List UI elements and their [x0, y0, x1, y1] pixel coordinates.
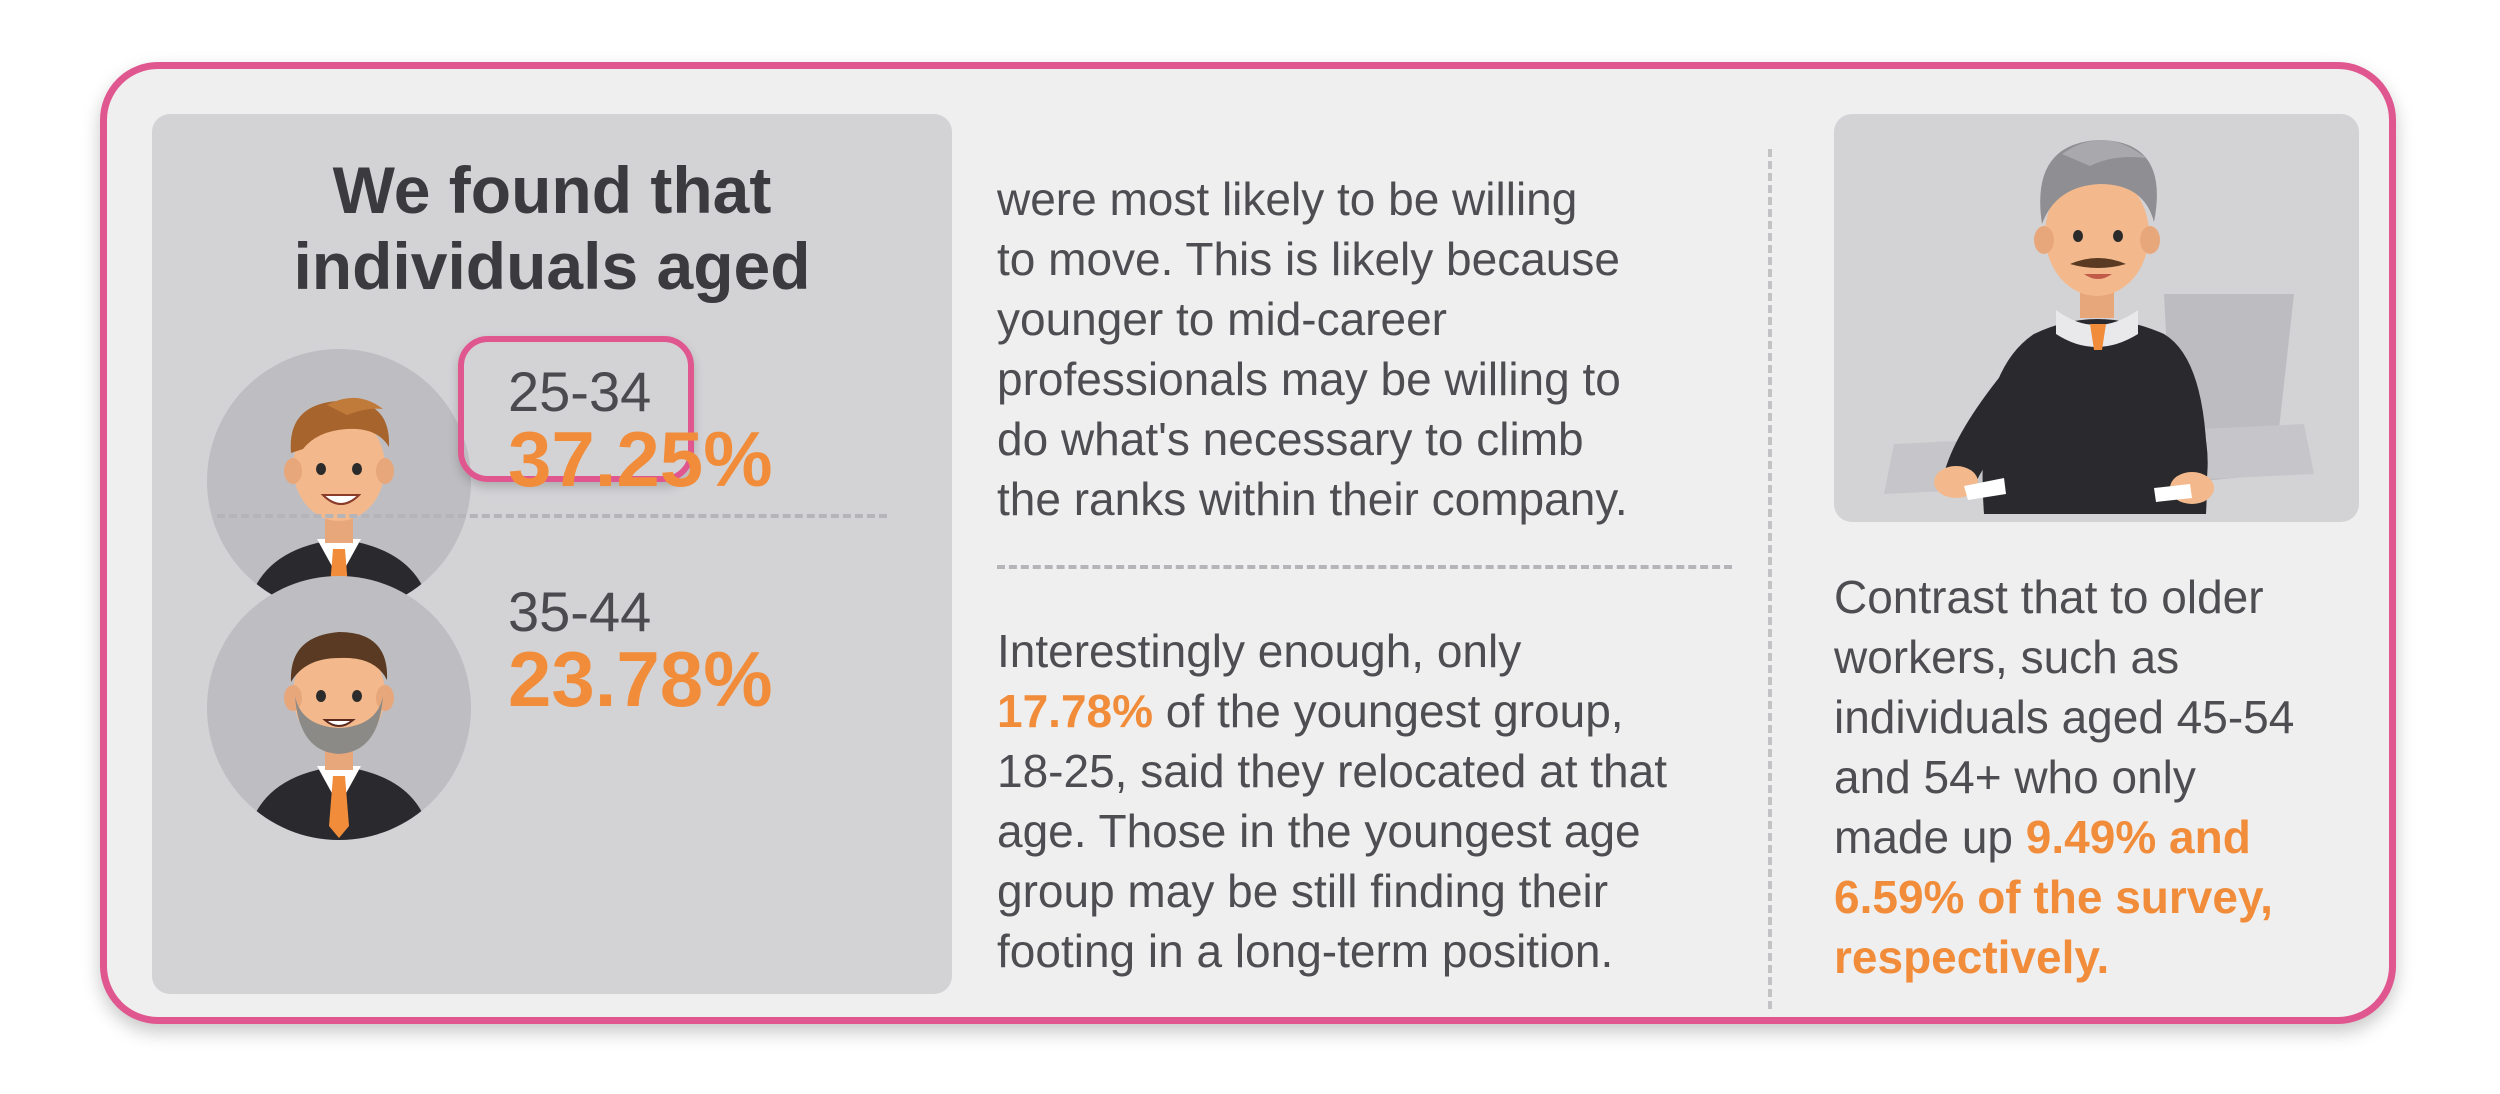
- text-fragment: of the youngest group,: [1153, 685, 1624, 737]
- divider: [997, 565, 1732, 569]
- highlight-percent: 9.49% and: [2025, 811, 2251, 863]
- headline-line1: We found that: [332, 153, 772, 227]
- text-line: and 54+ who only: [1834, 751, 2196, 803]
- text-line: do what's necessary to climb: [997, 413, 1584, 465]
- age-group-label: 25-34: [508, 360, 652, 423]
- paragraph-youngest-group: Interestingly enough, only 17.78% of the…: [997, 621, 1667, 981]
- column-divider: [1768, 149, 1772, 1009]
- headline: We found that individuals aged: [152, 152, 952, 304]
- paragraph-likely-to-move: were most likely to be willing to move. …: [997, 169, 1628, 529]
- bearded-man-avatar-icon: [207, 576, 471, 840]
- young-man-avatar-icon: [207, 349, 471, 613]
- text-line: 17.78% of the youngest group,: [997, 681, 1667, 741]
- text-line: age. Those in the youngest age: [997, 805, 1641, 857]
- text-line: the ranks within their company.: [997, 473, 1628, 525]
- text-fragment: made up: [1834, 811, 2026, 863]
- highlight-line: respectively.: [1834, 931, 2110, 983]
- divider: [217, 514, 887, 518]
- age-group-percent: 37.25%: [508, 415, 773, 503]
- infographic-card: We found that individuals aged: [100, 62, 2396, 1024]
- text-line: professionals may be willing to: [997, 353, 1621, 405]
- paragraph-older-workers: Contrast that to older workers, such as …: [1834, 567, 2294, 987]
- text-line: Contrast that to older: [1834, 571, 2264, 623]
- highlight-frame: [458, 336, 694, 482]
- age-group-percent: 23.78%: [508, 635, 773, 723]
- text-line: were most likely to be willing: [997, 173, 1578, 225]
- text-line: Interestingly enough, only: [997, 625, 1522, 677]
- text-line: to move. This is likely because: [997, 233, 1620, 285]
- text-line: footing in a long-term position.: [997, 925, 1614, 977]
- text-line: group may be still finding their: [997, 865, 1609, 917]
- highlight-line: 6.59% of the survey,: [1834, 871, 2273, 923]
- text-line: 18-25, said they relocated at that: [997, 745, 1667, 797]
- age-groups-panel: We found that individuals aged: [152, 114, 952, 994]
- text-line: made up 9.49% and: [1834, 807, 2294, 867]
- text-line: individuals aged 45-54: [1834, 691, 2295, 743]
- age-group-label: 35-44: [508, 580, 652, 643]
- text-line: workers, such as: [1834, 631, 2180, 683]
- text-line: younger to mid-career: [997, 293, 1447, 345]
- headline-line2: individuals aged: [293, 229, 811, 303]
- older-man-armchair-icon: [1834, 114, 2359, 522]
- highlight-percent: 17.78%: [997, 685, 1154, 737]
